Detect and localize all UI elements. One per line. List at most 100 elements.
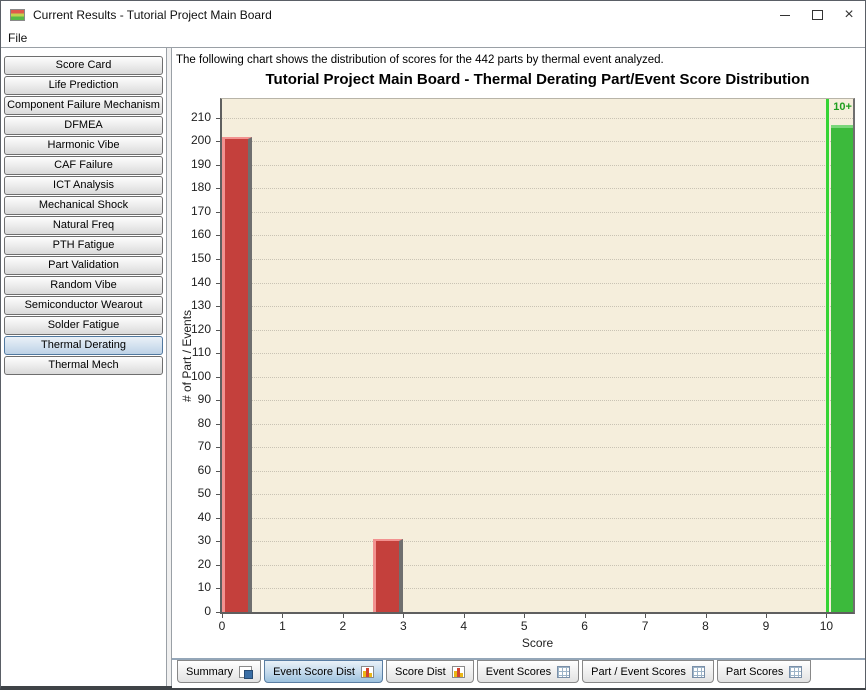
- x-tick: [524, 614, 526, 618]
- x-tick: [463, 614, 465, 618]
- x-tick: [645, 614, 647, 618]
- y-tick: [216, 447, 220, 449]
- content-panel: The following chart shows the distributi…: [172, 48, 865, 688]
- y-tick: [216, 259, 220, 261]
- x-tick: [584, 614, 586, 618]
- tab-part-event-scores[interactable]: Part / Event Scores: [582, 660, 714, 683]
- main-area: Score Card Life Prediction Component Failu…: [1, 47, 865, 688]
- x-tick-label: 9: [762, 619, 770, 633]
- y-tick: [216, 211, 220, 213]
- x-tick-label: 8: [702, 619, 709, 633]
- y-tick: [216, 329, 220, 331]
- chart-title: Tutorial Project Main Board - Thermal De…: [265, 71, 810, 88]
- y-tick: [216, 400, 220, 402]
- sidebar-item-thermal-derating[interactable]: Thermal Derating: [4, 336, 163, 355]
- tab-label: Part Scores: [725, 665, 784, 678]
- gridline-y210: [222, 117, 853, 119]
- gridline-y20: [222, 564, 853, 566]
- y-tick: [216, 117, 220, 119]
- bar-label-10plus: 10+: [833, 101, 852, 113]
- splitter[interactable]: [167, 48, 172, 686]
- report-icon: [239, 665, 254, 679]
- table-icon: [691, 665, 705, 678]
- sidebar-item-life-prediction[interactable]: Life Prediction: [4, 76, 163, 95]
- y-tick-label: 160: [190, 227, 211, 242]
- y-tick-label: 140: [190, 274, 211, 289]
- gridline-y120: [222, 329, 853, 331]
- y-tick: [216, 164, 220, 166]
- tab-event-score-dist[interactable]: Event Score Dist: [264, 660, 383, 683]
- bar-score-10: [831, 124, 853, 612]
- sidebar: Score Card Life Prediction Component Failu…: [1, 48, 167, 686]
- sidebar-item-solder-fatigue[interactable]: Solder Fatigue: [4, 316, 163, 335]
- sidebar-item-score-card[interactable]: Score Card: [4, 56, 163, 75]
- y-tick-label: 120: [190, 321, 211, 336]
- close-button[interactable]: ×: [833, 1, 865, 29]
- sidebar-item-part-validation[interactable]: Part Validation: [4, 256, 163, 275]
- tab-label: Summary: [186, 665, 234, 678]
- window-title: Current Results - Tutorial Project Main …: [33, 8, 272, 22]
- maximize-button[interactable]: [801, 1, 833, 29]
- x-tick-label: 6: [581, 619, 588, 633]
- y-tick-label: 10: [197, 580, 211, 595]
- sidebar-item-harmonic-vibe[interactable]: Harmonic Vibe: [4, 136, 163, 155]
- y-tick-label: 190: [190, 156, 211, 171]
- y-tick: [216, 494, 220, 496]
- chart-icon: [360, 665, 374, 678]
- x-tick-label: 4: [460, 619, 468, 633]
- y-tick-label: 170: [190, 203, 211, 218]
- y-tick: [216, 141, 220, 143]
- gridline-y200: [222, 141, 853, 143]
- sidebar-item-component-failure-mechanism[interactable]: Component Failure Mechanism: [4, 96, 163, 115]
- tab-score-dist[interactable]: Score Dist: [385, 660, 474, 683]
- sidebar-item-random-vibe[interactable]: Random Vibe: [4, 276, 163, 295]
- sidebar-item-mechanical-shock[interactable]: Mechanical Shock: [4, 196, 163, 215]
- x-tick: [403, 614, 405, 618]
- sidebar-item-ict-analysis[interactable]: ICT Analysis: [4, 176, 163, 195]
- gridline-y180: [222, 188, 853, 190]
- sidebar-item-natural-freq[interactable]: Natural Freq: [4, 216, 163, 235]
- y-tick: [216, 376, 220, 378]
- sidebar-item-thermal-mech[interactable]: Thermal Mech: [4, 356, 163, 375]
- chart-icon: [451, 665, 465, 678]
- x-axis-title: Score: [521, 636, 554, 650]
- plot-area: 10+: [220, 98, 855, 614]
- minimize-button[interactable]: [769, 1, 801, 29]
- y-tick-label: 30: [197, 533, 211, 548]
- close-icon: ×: [844, 6, 854, 23]
- x-tick: [826, 614, 828, 618]
- tab-part-scores[interactable]: Part Scores: [716, 660, 812, 683]
- tab-label: Event Score Dist: [273, 665, 355, 678]
- tab-label: Score Dist: [394, 665, 446, 678]
- tab-summary[interactable]: Summary: [177, 660, 262, 683]
- sidebar-item-semiconductor-wearout[interactable]: Semiconductor Wearout: [4, 296, 163, 315]
- bar-score-0-0-5: [222, 136, 253, 612]
- gridline-y170: [222, 211, 853, 213]
- y-tick: [216, 423, 220, 425]
- y-tick-label: 90: [197, 392, 211, 407]
- bar-score-2-5-3: [373, 539, 404, 612]
- bottom-tabstrip: Summary Event Score Dist Score Dist Event S…: [172, 658, 865, 688]
- menu-file[interactable]: File: [8, 31, 28, 45]
- gridline-y40: [222, 517, 853, 519]
- sidebar-item-dfmea[interactable]: DFMEA: [4, 116, 163, 135]
- x-tick: [342, 614, 344, 618]
- x-tick-label: 10: [819, 619, 834, 633]
- sidebar-item-pth-fatigue[interactable]: PTH Fatigue: [4, 236, 163, 255]
- menubar: File: [1, 29, 865, 47]
- y-tick-label: 80: [197, 415, 211, 430]
- gridline-y50: [222, 494, 853, 496]
- y-tick: [216, 541, 220, 543]
- y-tick: [216, 282, 220, 284]
- y-tick: [216, 470, 220, 472]
- y-tick-label: 60: [197, 462, 211, 477]
- x-tick-label: 7: [641, 619, 649, 633]
- y-tick: [216, 517, 220, 519]
- sidebar-item-caf-failure[interactable]: CAF Failure: [4, 156, 163, 175]
- x-tick: [705, 614, 707, 618]
- tab-event-scores[interactable]: Event Scores: [476, 660, 580, 683]
- y-tick: [216, 612, 220, 613]
- y-tick: [216, 235, 220, 237]
- gridline-y130: [222, 306, 853, 308]
